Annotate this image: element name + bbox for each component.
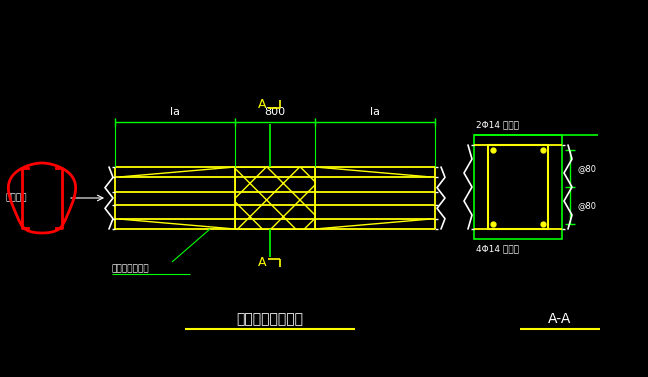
Bar (235, 167, 315, 229)
Text: 现浇梁后浇施工缝: 现浇梁后浇施工缝 (237, 312, 303, 326)
Text: la: la (170, 107, 180, 117)
Text: 4Φ14 加强筋: 4Φ14 加强筋 (476, 245, 519, 253)
Text: 受力钢筋: 受力钢筋 (5, 193, 27, 202)
Text: A-A: A-A (548, 312, 572, 326)
Bar (474, 135, 562, 239)
Text: la: la (370, 107, 380, 117)
Bar (488, 145, 548, 229)
Text: @80: @80 (578, 164, 597, 173)
Text: 混凝土表面凿毛: 混凝土表面凿毛 (112, 265, 150, 273)
Text: @80: @80 (578, 201, 597, 210)
Text: A: A (257, 98, 266, 110)
Text: 2Φ14 加强筋: 2Φ14 加强筋 (476, 121, 519, 130)
Text: A: A (257, 256, 266, 268)
Text: 800: 800 (264, 107, 286, 117)
